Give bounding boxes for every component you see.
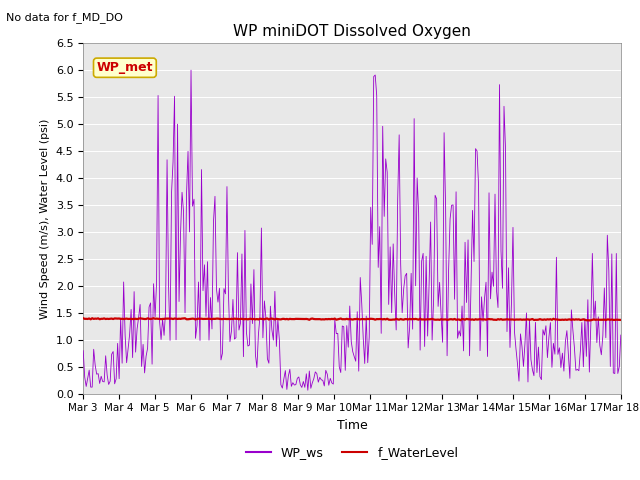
Title: WP miniDOT Dissolved Oxygen: WP miniDOT Dissolved Oxygen (233, 24, 471, 39)
Legend: WP_ws, f_WaterLevel: WP_ws, f_WaterLevel (241, 442, 463, 465)
Y-axis label: Wind Speed (m/s), Water Level (psi): Wind Speed (m/s), Water Level (psi) (40, 118, 50, 319)
Text: WP_met: WP_met (97, 61, 153, 74)
Text: No data for f_MD_DO: No data for f_MD_DO (6, 12, 124, 23)
X-axis label: Time: Time (337, 419, 367, 432)
